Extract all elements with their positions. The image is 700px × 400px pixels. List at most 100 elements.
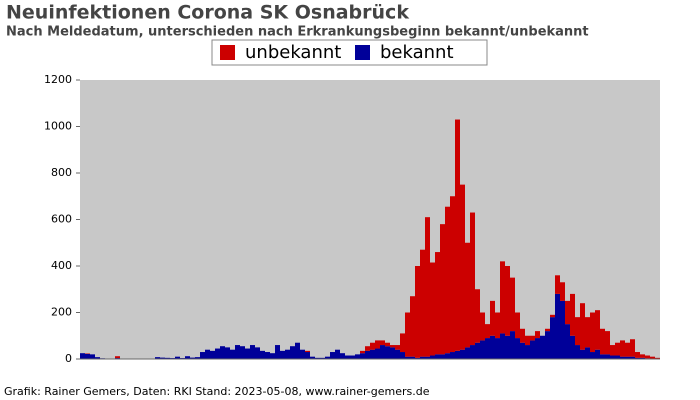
bar: [470, 345, 475, 359]
bar: [460, 184, 465, 350]
bar: [655, 357, 660, 359]
bar: [230, 349, 235, 359]
bar: [310, 356, 315, 359]
bar: [595, 349, 600, 359]
bar: [80, 353, 85, 359]
y-tick-label: 0: [65, 352, 72, 365]
bar: [370, 349, 375, 359]
bar: [325, 356, 330, 359]
bar: [565, 300, 570, 325]
bar: [160, 357, 165, 359]
bar: [330, 352, 335, 359]
y-tick-label: 600: [51, 213, 72, 226]
bar: [410, 356, 415, 359]
bar: [320, 357, 325, 359]
bar: [225, 347, 230, 359]
bar: [595, 310, 600, 350]
bar: [555, 275, 560, 294]
bar: [525, 335, 530, 346]
bar: [610, 355, 615, 359]
bar: [175, 356, 180, 359]
bar: [570, 293, 575, 336]
bar: [590, 312, 595, 353]
legend-swatch: [220, 45, 235, 60]
bar: [435, 252, 440, 355]
bar: [605, 354, 610, 359]
bar: [440, 354, 445, 359]
bar: [610, 345, 615, 356]
bar: [425, 217, 430, 357]
y-tick-label: 200: [51, 306, 72, 319]
bar: [405, 312, 410, 357]
bar: [530, 340, 535, 359]
bar: [395, 345, 400, 350]
bar: [535, 338, 540, 359]
bar: [285, 349, 290, 359]
bar: [380, 340, 385, 346]
bar: [390, 347, 395, 359]
bar: [400, 352, 405, 359]
bar: [415, 357, 420, 359]
bar: [185, 356, 190, 359]
bar: [620, 340, 625, 357]
bar: [215, 348, 220, 359]
bar: [585, 317, 590, 348]
bar: [600, 354, 605, 359]
legend-box: [211, 39, 488, 66]
bar: [275, 345, 280, 359]
bar: [450, 196, 455, 353]
bar: [450, 352, 455, 359]
bar: [375, 348, 380, 359]
bar: [190, 357, 195, 359]
bar: [495, 338, 500, 359]
bar: [460, 349, 465, 359]
bar: [305, 350, 310, 353]
bar: [90, 354, 95, 359]
bar: [510, 277, 515, 332]
footer: Grafik: Rainer Gemers, Daten: RKI Stand:…: [4, 385, 430, 398]
bar: [590, 352, 595, 359]
bar: [385, 346, 390, 359]
bar: [520, 328, 525, 343]
bar: [570, 335, 575, 359]
bar: [515, 312, 520, 339]
bar: [555, 293, 560, 359]
y-tick-label: 400: [51, 259, 72, 272]
bar: [515, 338, 520, 359]
bar: [545, 328, 550, 332]
bar: [405, 356, 410, 359]
bar: [240, 346, 245, 359]
legend-swatch: [355, 45, 370, 60]
bar: [580, 303, 585, 350]
bar: [435, 354, 440, 359]
bar: [235, 345, 240, 359]
bar: [415, 266, 420, 358]
bar: [200, 352, 205, 359]
bar: [355, 354, 360, 359]
bar: [300, 349, 305, 359]
bar: [440, 224, 445, 355]
bar: [375, 340, 380, 349]
bar: [520, 342, 525, 359]
bar: [385, 342, 390, 347]
bar: [455, 350, 460, 359]
y-tick-label: 1200: [44, 73, 72, 86]
bar: [365, 346, 370, 351]
bar: [195, 357, 200, 359]
bar: [425, 356, 430, 359]
bar: [250, 345, 255, 359]
legend-label: bekannt: [380, 42, 454, 63]
bar: [510, 331, 515, 359]
bar: [270, 353, 275, 359]
bar: [540, 335, 545, 359]
bar: [635, 352, 640, 358]
bar: [615, 355, 620, 359]
bar: [295, 342, 300, 359]
bar: [550, 317, 555, 359]
chart-subtitle: Nach Meldedatum, unterschieden nach Erkr…: [6, 25, 589, 40]
bar: [335, 349, 340, 359]
bar: [480, 340, 485, 359]
bar: [475, 342, 480, 359]
bar: [635, 357, 640, 359]
